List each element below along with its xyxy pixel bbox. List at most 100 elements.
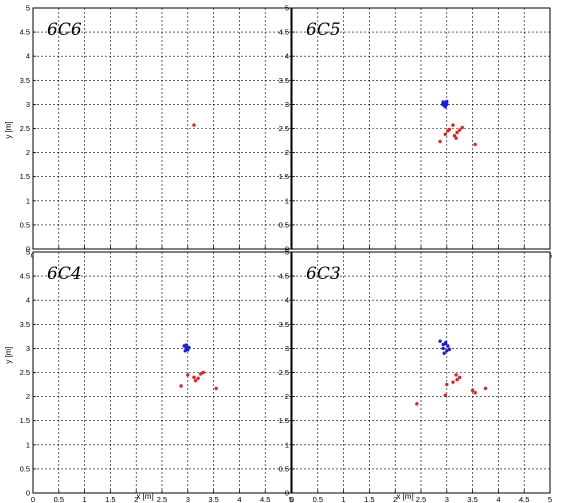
data-point-red [470,388,475,393]
x-tick-label: 4 [237,495,241,503]
y-tick-label: 2.5 [20,368,30,377]
y-tick-label: 5 [285,248,289,257]
x-axis-label: x [m] [396,492,413,501]
y-tick-label: 2.5 [279,124,289,133]
data-point-blue [445,349,449,353]
data-point-red [186,373,190,377]
chart-panel-2: 00.511.522.533.544.5500.511.522.533.544.… [279,4,553,271]
y-tick-label: 1 [285,196,289,205]
x-tick-label: 2.5 [416,495,426,503]
y-tick-label: 3 [26,100,30,109]
data-point-red [458,128,462,132]
y-tick-label: 2 [26,392,30,401]
data-point-red [455,378,459,382]
data-point-blue [445,102,449,107]
y-tick-label: 2 [26,148,30,157]
y-tick-label: 0 [26,489,30,498]
y-tick-label: 2 [285,392,289,401]
data-point-blue [444,340,448,345]
x-tick-label: 5 [289,495,293,503]
x-tick-label: 4 [496,495,500,503]
y-tick-label: 0 [285,245,289,254]
data-point-blue [442,351,446,355]
x-tick-label: 2 [134,495,138,503]
data-point-red [451,123,455,127]
y-tick-label: 1 [285,440,289,449]
x-tick-label: 1.5 [364,495,374,503]
y-tick-label: 4 [26,52,30,61]
y-tick-label: 4.5 [279,28,289,37]
panel-title: 6C6 [47,20,82,40]
chart-panel-4: 0 0.5 1 1.5 2 2.5 3 3.5 4 4.5 500.511.522.533.544.… [279,248,553,503]
data-point-blue [446,344,450,348]
y-tick-label: 2.5 [20,124,30,133]
y-tick-label: 1 [26,196,30,205]
x-tick-label: 0.5 [54,495,64,503]
y-tick-label: 5 [285,4,289,13]
x-tick-label: 0.5 [313,495,323,503]
data-point-red [447,127,452,132]
chart-panel-1: 00.511.522.533.544.5500.511.522.533.544.… [4,4,293,271]
y-axis-label: y [m] [4,346,13,363]
data-point-red [415,402,419,406]
y-tick-label: 3.5 [20,76,30,85]
data-point-red [192,123,196,127]
x-tick-label: 1.5 [105,495,115,503]
data-point-red [473,142,477,147]
data-point-red [458,375,462,380]
x-axis-label: x [m] [136,492,153,501]
data-point-blue [183,349,187,353]
panel-title: 6C5 [306,20,341,40]
data-point-red [438,139,442,144]
x-tick-label: 5 [548,495,552,503]
x-tick-label: 1 [342,495,346,503]
data-point-red [192,375,196,380]
y-tick-label: 2.5 [279,368,289,377]
data-point-blue [447,347,452,352]
y-tick-label: 4 [26,296,30,305]
y-tick-label: 4 [285,296,289,305]
y-tick-label: 5 [26,4,30,13]
x-tick-label: 2 [393,495,397,503]
data-point-blue [187,345,191,350]
y-tick-label: 0.5 [279,220,289,229]
data-point-red [214,386,218,391]
data-point-blue [184,343,188,347]
y-tick-label: 1.5 [279,416,289,425]
y-tick-label: 3 [26,344,30,353]
y-tick-label: 3.5 [279,320,289,329]
y-tick-label: 4.5 [20,272,30,281]
data-point-blue [440,102,445,107]
data-point-red [443,132,447,136]
y-tick-label: 3.5 [20,320,30,329]
y-tick-label: 2 [285,148,289,157]
data-point-red [196,376,200,380]
y-tick-label: 0.5 [20,220,30,229]
y-axis-label: y [m] [4,121,13,138]
data-point-red [443,393,447,397]
y-tick-label: 5 [26,248,30,257]
y-tick-label: 4.5 [279,272,289,281]
data-point-red [179,384,183,388]
y-tick-label: 1.5 [20,172,30,181]
data-point-blue [443,105,447,109]
data-point-red [193,378,198,383]
data-point-red [473,391,477,395]
data-point-blue [445,99,449,104]
y-tick-label: 1.5 [279,172,289,181]
y-tick-label: 3 [285,344,289,353]
y-tick-label: 0.5 [20,464,30,473]
x-tick-label: 4.5 [519,495,529,503]
data-point-blue [441,346,445,351]
x-tick-label: 3.5 [467,495,477,503]
x-tick-label: 1 [83,495,87,503]
y-tick-label: 3.5 [279,76,289,85]
data-point-red [451,380,455,384]
data-point-blue [441,342,445,347]
data-point-red [483,386,488,391]
y-tick-label: 0 [285,489,289,498]
x-tick-label: 2.5 [157,495,167,503]
y-tick-label: 1.5 [20,416,30,425]
x-tick-label: 3 [445,495,449,503]
